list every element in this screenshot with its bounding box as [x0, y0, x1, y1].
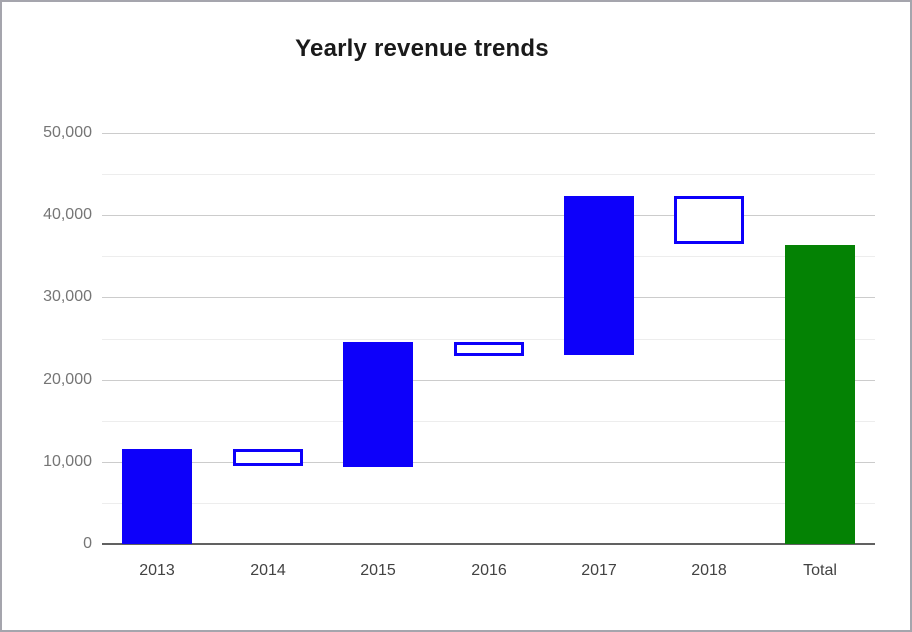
major-gridline — [102, 297, 875, 298]
waterfall-bar-total[interactable] — [785, 245, 855, 544]
chart-title: Yearly revenue trends — [295, 35, 549, 62]
x-axis-tick-label-2013: 2013 — [139, 562, 175, 579]
x-axis-tick-label-2016: 2016 — [471, 562, 507, 579]
minor-gridline — [102, 503, 875, 504]
major-gridline — [102, 133, 875, 134]
x-axis-tick-label-2015: 2015 — [360, 562, 396, 579]
waterfall-bar-2014[interactable] — [233, 449, 303, 466]
minor-gridline — [102, 174, 875, 175]
x-axis-tick-label-2017: 2017 — [581, 562, 617, 579]
x-axis-tick-label-total: Total — [803, 562, 837, 579]
x-axis-baseline — [102, 543, 875, 545]
waterfall-bar-2016[interactable] — [454, 342, 524, 356]
y-axis-tick-label: 0 — [83, 535, 92, 552]
y-axis-tick-label: 40,000 — [43, 206, 92, 223]
x-axis-tick-label-2018: 2018 — [691, 562, 727, 579]
waterfall-bar-2015[interactable] — [343, 342, 413, 467]
waterfall-bar-2013[interactable] — [122, 449, 192, 544]
minor-gridline — [102, 339, 875, 340]
y-axis-tick-label: 30,000 — [43, 288, 92, 305]
major-gridline — [102, 380, 875, 381]
waterfall-bar-2018[interactable] — [674, 196, 744, 244]
major-gridline — [102, 215, 875, 216]
minor-gridline — [102, 421, 875, 422]
major-gridline — [102, 462, 875, 463]
y-axis-tick-label: 50,000 — [43, 124, 92, 141]
y-axis-tick-label: 20,000 — [43, 371, 92, 388]
x-axis-tick-label-2014: 2014 — [250, 562, 286, 579]
y-axis-tick-label: 10,000 — [43, 453, 92, 470]
minor-gridline — [102, 256, 875, 257]
waterfall-bar-2017[interactable] — [564, 196, 634, 355]
